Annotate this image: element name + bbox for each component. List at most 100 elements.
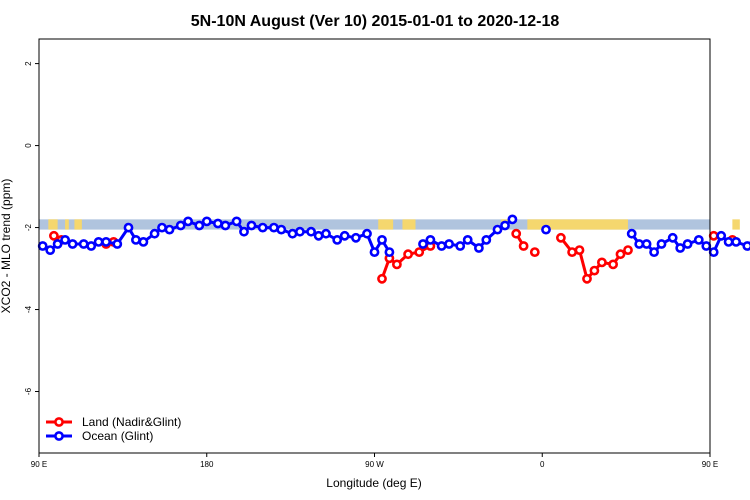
- plot-frame: [38, 38, 711, 454]
- data-point: [306, 226, 316, 237]
- data-point: [49, 230, 59, 241]
- data-point: [52, 239, 63, 249]
- land-patch: [378, 219, 394, 230]
- data-point: [649, 247, 659, 257]
- data-point: [667, 232, 678, 243]
- data-point: [257, 222, 268, 233]
- data-point: [350, 232, 361, 243]
- y-tick-label: -2: [24, 223, 33, 231]
- data-point: [294, 226, 305, 237]
- data-point: [574, 245, 585, 255]
- y-tick-label: -6: [24, 387, 33, 395]
- data-point: [377, 234, 387, 245]
- data-point: [391, 259, 402, 270]
- data-point: [731, 236, 741, 247]
- data-point: [567, 247, 577, 257]
- y-axis: 2 0 -2 -4 -6: [24, 61, 39, 395]
- land-patch: [732, 219, 740, 230]
- data-point: [112, 239, 123, 249]
- data-point: [481, 234, 492, 245]
- data-point: [708, 247, 719, 257]
- data-point: [130, 234, 141, 245]
- data-point: [641, 239, 652, 249]
- x-tick-label: 90 W: [365, 460, 384, 469]
- map-band: [39, 219, 740, 230]
- data-point: [675, 243, 686, 253]
- data-point: [556, 232, 566, 243]
- data-point: [529, 247, 540, 257]
- data-point: [101, 236, 111, 247]
- chart-title: 5N-10N August (Ver 10) 2015-01-01 to 202…: [191, 13, 560, 30]
- data-point: [444, 239, 454, 249]
- data-point: [492, 224, 503, 235]
- data-point: [138, 236, 149, 247]
- land-patch: [402, 219, 416, 230]
- data-point: [339, 230, 350, 241]
- x-axis-label: Longitude (deg E): [326, 476, 421, 490]
- data-point: [362, 228, 372, 239]
- data-point: [183, 216, 193, 227]
- data-point: [201, 216, 212, 227]
- legend-label: Land (Nadir&Glint): [82, 415, 181, 429]
- data-point: [37, 241, 48, 251]
- data-point: [500, 220, 510, 231]
- data-point: [455, 241, 466, 251]
- data-point: [332, 234, 343, 245]
- data-point: [86, 241, 97, 251]
- data-point: [615, 249, 626, 260]
- data-point: [149, 228, 160, 239]
- data-point: [701, 241, 712, 251]
- data-point: [723, 236, 734, 247]
- x-tick-label: 90 E: [702, 460, 718, 469]
- legend-label: Ocean (Glint): [82, 429, 153, 443]
- y-tick-label: -4: [24, 305, 33, 313]
- data-point: [157, 222, 167, 233]
- data-point: [377, 273, 387, 284]
- land-patch: [527, 219, 628, 230]
- x-tick-label: 0: [540, 460, 545, 469]
- data-point: [507, 214, 518, 225]
- data-point: [682, 239, 693, 249]
- legend: Land (Nadir&Glint)Ocean (Glint): [46, 415, 181, 443]
- data-point: [239, 226, 249, 237]
- data-point: [287, 228, 298, 239]
- y-tick-label: 2: [24, 61, 33, 66]
- series-ocean: [37, 214, 750, 257]
- ocean-band: [39, 219, 710, 230]
- x-tick-label: 90 E: [31, 460, 47, 469]
- data-point: [175, 220, 186, 231]
- data-point: [541, 224, 551, 235]
- data-point: [518, 241, 529, 251]
- land-patch: [48, 219, 58, 230]
- x-tick-label: 180: [200, 460, 214, 469]
- data-point: [220, 220, 231, 231]
- data-point: [369, 247, 380, 257]
- data-point: [656, 239, 667, 249]
- data-point: [78, 239, 89, 249]
- data-point: [212, 218, 223, 229]
- series-layer: [37, 214, 750, 284]
- legend-marker: [54, 431, 64, 441]
- data-point: [384, 247, 395, 257]
- x-axis: 90 E 180 90 W 0 90 E: [31, 453, 718, 469]
- data-point: [67, 239, 78, 249]
- data-point: [511, 228, 522, 239]
- data-point: [60, 234, 70, 245]
- y-tick-label: 0: [24, 143, 33, 148]
- data-point: [708, 230, 719, 241]
- data-point: [623, 245, 633, 255]
- data-point: [436, 241, 447, 251]
- data-point: [93, 236, 104, 247]
- data-point: [403, 249, 413, 260]
- data-point: [414, 247, 425, 257]
- data-point: [123, 222, 134, 233]
- data-point: [231, 216, 242, 227]
- data-point: [425, 234, 436, 245]
- y-axis-label: XCO2 - MLO trend (ppm): [0, 179, 13, 314]
- data-point: [45, 245, 56, 255]
- data-point: [268, 222, 279, 233]
- data-point: [276, 224, 287, 235]
- data-point: [246, 220, 257, 231]
- data-point: [626, 228, 637, 239]
